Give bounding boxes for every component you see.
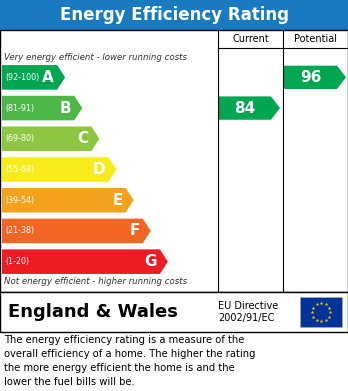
- Text: D: D: [93, 162, 105, 177]
- Polygon shape: [2, 219, 151, 243]
- Text: The energy efficiency rating is a measure of the
overall efficiency of a home. T: The energy efficiency rating is a measur…: [4, 335, 255, 387]
- Polygon shape: [2, 157, 117, 182]
- Text: B: B: [60, 100, 71, 116]
- Polygon shape: [284, 66, 346, 89]
- Text: F: F: [129, 223, 140, 239]
- Text: (81-91): (81-91): [5, 104, 34, 113]
- Text: Energy Efficiency Rating: Energy Efficiency Rating: [60, 6, 288, 24]
- Polygon shape: [2, 127, 100, 151]
- Text: Current: Current: [232, 34, 269, 44]
- Text: C: C: [77, 131, 88, 146]
- Text: Very energy efficient - lower running costs: Very energy efficient - lower running co…: [4, 52, 187, 61]
- Text: 96: 96: [300, 70, 321, 85]
- Bar: [0, 0, 348, 30]
- Text: 2002/91/EC: 2002/91/EC: [218, 313, 274, 323]
- Text: (39-54): (39-54): [5, 196, 34, 205]
- Polygon shape: [2, 249, 168, 274]
- Text: England & Wales: England & Wales: [8, 303, 178, 321]
- Text: EU Directive: EU Directive: [218, 301, 278, 311]
- Text: A: A: [42, 70, 54, 85]
- Polygon shape: [2, 188, 134, 212]
- Bar: [0, 30, 348, 292]
- Bar: [300, 297, 342, 327]
- Text: Not energy efficient - higher running costs: Not energy efficient - higher running co…: [4, 278, 187, 287]
- Polygon shape: [2, 96, 82, 120]
- Text: Potential: Potential: [294, 34, 337, 44]
- Polygon shape: [2, 65, 65, 90]
- Text: 84: 84: [234, 100, 256, 116]
- Polygon shape: [219, 97, 280, 120]
- Text: (55-68): (55-68): [5, 165, 34, 174]
- Text: E: E: [112, 193, 122, 208]
- Bar: [0, 292, 348, 332]
- Text: (1-20): (1-20): [5, 257, 29, 266]
- Text: (92-100): (92-100): [5, 73, 39, 82]
- Text: G: G: [144, 254, 157, 269]
- Text: (21-38): (21-38): [5, 226, 34, 235]
- Text: (69-80): (69-80): [5, 134, 34, 143]
